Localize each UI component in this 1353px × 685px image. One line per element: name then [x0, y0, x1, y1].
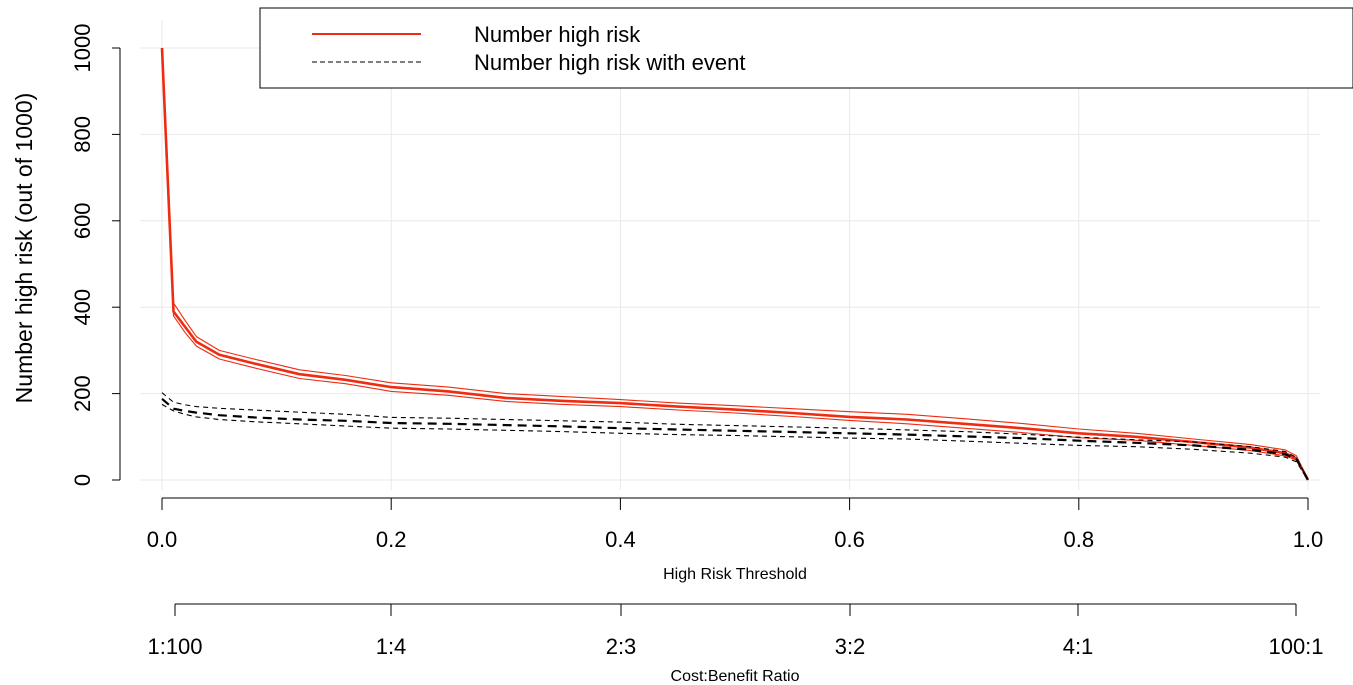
y-axis-title: Number high risk (out of 1000) — [11, 93, 37, 404]
x-tick-label: 0.0 — [147, 527, 178, 552]
legend-label-number-high-risk-with-event: Number high risk with event — [474, 50, 745, 75]
series-line-1 — [161, 47, 1309, 481]
y-axis: 0 200 400 600 800 1000 Number high risk (out … — [11, 24, 121, 486]
y-tick-label: 600 — [70, 202, 95, 239]
cost-benefit-tick-label: 1:100 — [147, 634, 202, 659]
y-tick-label: 1000 — [70, 24, 95, 73]
cost-benefit-tick-label: 3:2 — [835, 634, 866, 659]
cost-benefit-tick-label: 4:1 — [1063, 634, 1094, 659]
series-lines — [160, 47, 1310, 481]
cost-benefit-tick-label: 1:4 — [376, 634, 407, 659]
y-tick-label: 0 — [70, 474, 95, 486]
series-line-4 — [161, 392, 1309, 481]
y-tick-label: 400 — [70, 289, 95, 326]
y-tick-label: 200 — [70, 375, 95, 412]
series-line-2 — [161, 47, 1309, 481]
cost-benefit-axis: 1:100 1:4 2:3 3:2 4:1 100:1 Cost:Benefit Rati… — [147, 603, 1324, 685]
legend: Number high risk Number high risk with e… — [259, 7, 1353, 89]
cost-benefit-tick-label: 100:1 — [1268, 634, 1323, 659]
legend-box — [259, 7, 1353, 89]
series-line-0 — [160, 47, 1310, 481]
x-axis: 0.0 0.2 0.4 0.6 0.8 1.0 High Risk Threshold — [147, 497, 1324, 583]
y-tick-label: 800 — [70, 116, 95, 153]
x-axis-title: High Risk Threshold — [663, 566, 807, 583]
x-tick-label: 0.4 — [605, 527, 636, 552]
cost-benefit-tick-label: 2:3 — [606, 634, 637, 659]
x-tick-label: 0.6 — [834, 527, 865, 552]
cost-benefit-axis-title: Cost:Benefit Ratio — [671, 668, 800, 685]
x-tick-label: 1.0 — [1293, 527, 1324, 552]
series-line-3 — [161, 397, 1309, 481]
grid — [140, 20, 1320, 490]
x-tick-label: 0.2 — [376, 527, 407, 552]
legend-label-number-high-risk: Number high risk — [474, 22, 641, 47]
x-tick-label: 0.8 — [1064, 527, 1095, 552]
